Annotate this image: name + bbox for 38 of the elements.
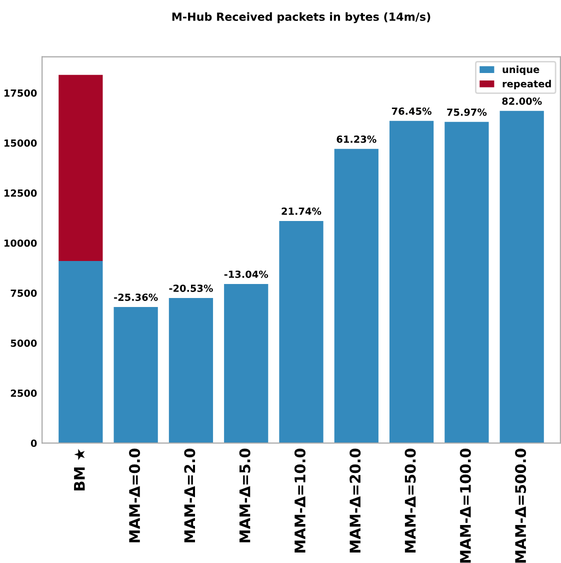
y-tick-label: 2500 — [10, 390, 37, 397]
x-tick-label: MAM-Δ=20.0 — [350, 448, 361, 552]
y-tick-label: 7500 — [10, 289, 37, 297]
y-tick-label: 5000 — [10, 340, 37, 347]
bar — [114, 307, 158, 444]
bar — [389, 120, 434, 444]
legend-label: repeated — [502, 80, 551, 90]
y-tick-label: 17500 — [4, 89, 37, 97]
annotation: 21.74% — [282, 208, 322, 215]
bar — [58, 260, 103, 444]
y-tick-label: 0 — [30, 440, 37, 447]
legend-label: unique — [502, 66, 540, 76]
bar — [168, 298, 214, 444]
annotation: -13.04% — [224, 270, 268, 278]
bar — [500, 110, 544, 444]
bar — [444, 122, 489, 444]
annotation: -20.53% — [169, 284, 213, 292]
x-tick-label: MAM-Δ=2.0 — [184, 448, 196, 542]
y-tick-label: 12500 — [4, 189, 37, 197]
bar — [224, 284, 268, 444]
y-tick-label: 10000 — [4, 239, 37, 247]
bar — [58, 74, 103, 261]
annotation: -25.36% — [114, 294, 158, 301]
x-tick-label: MAM-Δ=50.0 — [404, 448, 416, 552]
x-tick-label: MAM-Δ=100.0 — [460, 448, 471, 563]
bar — [334, 148, 378, 444]
x-tick-label: MAM-Δ=5.0 — [239, 448, 250, 542]
annotation: 76.45% — [392, 107, 432, 115]
annotation: 82.00% — [502, 97, 542, 105]
x-tick-label: BM ★ — [74, 448, 85, 490]
x-tick-label: MAM-Δ=500.0 — [515, 448, 526, 563]
y-tick-label: 15000 — [4, 139, 37, 147]
annotation: 61.23% — [336, 136, 376, 143]
annotation: 75.97% — [447, 108, 487, 116]
x-tick-label: MAM-Δ=10.0 — [294, 448, 306, 552]
bar — [279, 220, 324, 444]
x-tick-label: MAM-Δ=0.0 — [129, 448, 140, 542]
chart-title: M-Hub Received packets in bytes (14m/s) — [172, 12, 430, 24]
